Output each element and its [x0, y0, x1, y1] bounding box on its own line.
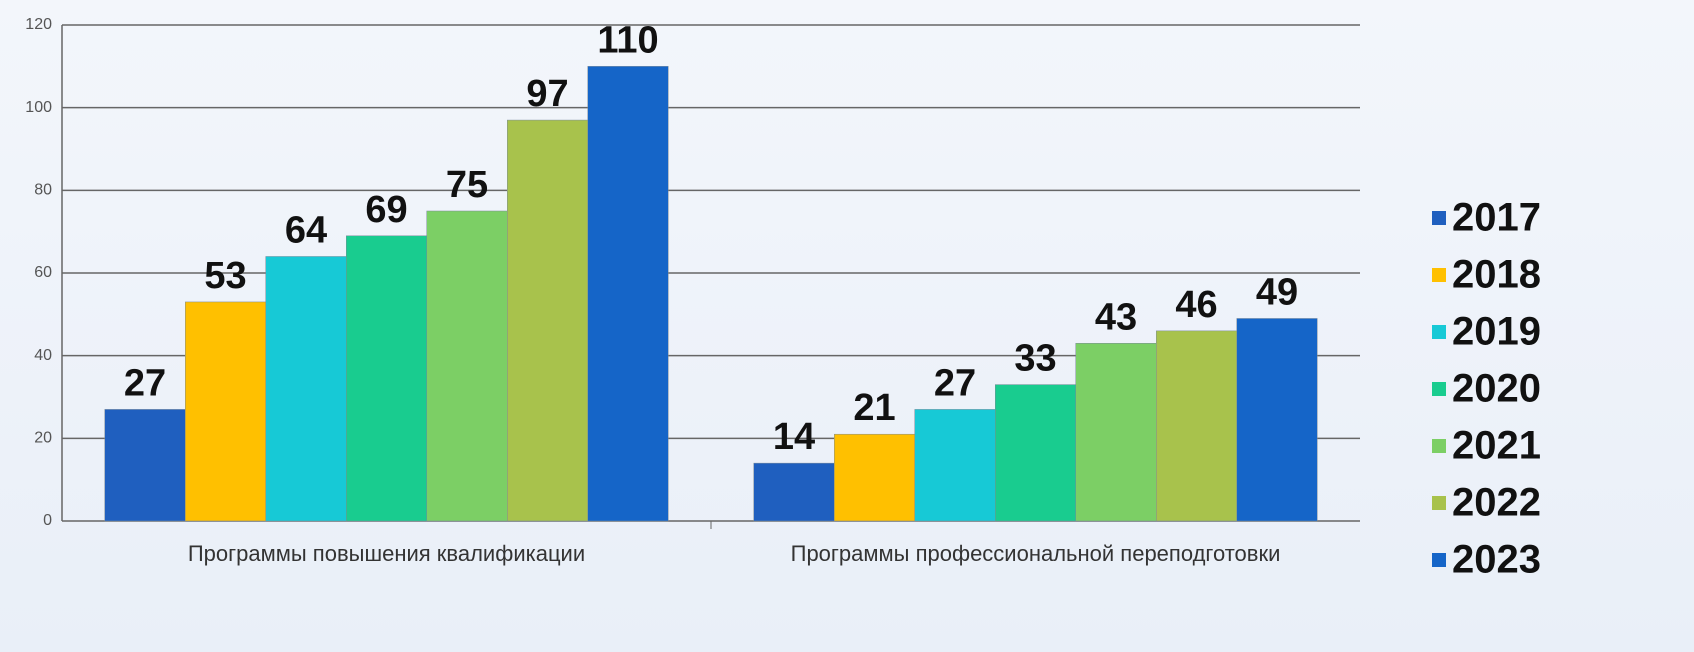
bar [104, 409, 186, 522]
bar [914, 409, 996, 522]
y-tick-label: 100 [25, 99, 52, 116]
legend-label: 2021 [1452, 424, 1541, 468]
bar [426, 210, 508, 522]
bar [995, 384, 1076, 522]
legend-label: 2022 [1452, 481, 1541, 525]
data-label: 14 [773, 416, 815, 458]
bar [1156, 330, 1237, 522]
bar [346, 235, 427, 522]
legend-label: 2023 [1452, 538, 1541, 582]
bar [185, 301, 266, 522]
data-label: 75 [446, 164, 488, 206]
legend-swatch [1432, 439, 1446, 453]
legend-swatch [1432, 496, 1446, 510]
y-tick-label: 40 [34, 347, 52, 364]
y-tick-label: 20 [34, 430, 52, 447]
x-tick-label: Программы повышения квалификации [187, 541, 586, 566]
bar [587, 66, 669, 522]
legend-swatch [1432, 382, 1446, 396]
legend-swatch [1432, 553, 1446, 567]
y-tick-label: 60 [34, 264, 52, 281]
x-tick-label: Программы профессиональной переподготовк… [790, 541, 1281, 566]
data-label: 49 [1256, 271, 1298, 313]
data-label: 46 [1175, 284, 1217, 326]
bar [507, 119, 588, 522]
legend-label: 2019 [1452, 310, 1541, 354]
data-label: 33 [1014, 338, 1056, 380]
data-label: 64 [285, 209, 327, 251]
legend-label: 2018 [1452, 253, 1541, 297]
data-label: 43 [1095, 296, 1137, 338]
bar [265, 256, 347, 522]
data-label: 27 [934, 362, 976, 404]
bar [1075, 343, 1157, 522]
y-tick-label: 120 [25, 16, 52, 33]
legend-label: 2020 [1452, 367, 1541, 411]
y-tick-label: 0 [43, 512, 52, 529]
bar [1236, 318, 1318, 522]
bar [753, 462, 835, 522]
bar [834, 433, 915, 522]
data-label: 27 [124, 362, 166, 404]
data-label: 21 [853, 387, 895, 429]
legend-label: 2017 [1452, 196, 1541, 240]
data-label: 53 [204, 255, 246, 297]
legend-swatch [1432, 325, 1446, 339]
y-tick-label: 80 [34, 182, 52, 199]
legend-swatch [1432, 268, 1446, 282]
data-label: 69 [365, 189, 407, 231]
data-label: 97 [526, 73, 568, 115]
data-label: 110 [597, 19, 658, 61]
legend-swatch [1432, 211, 1446, 225]
